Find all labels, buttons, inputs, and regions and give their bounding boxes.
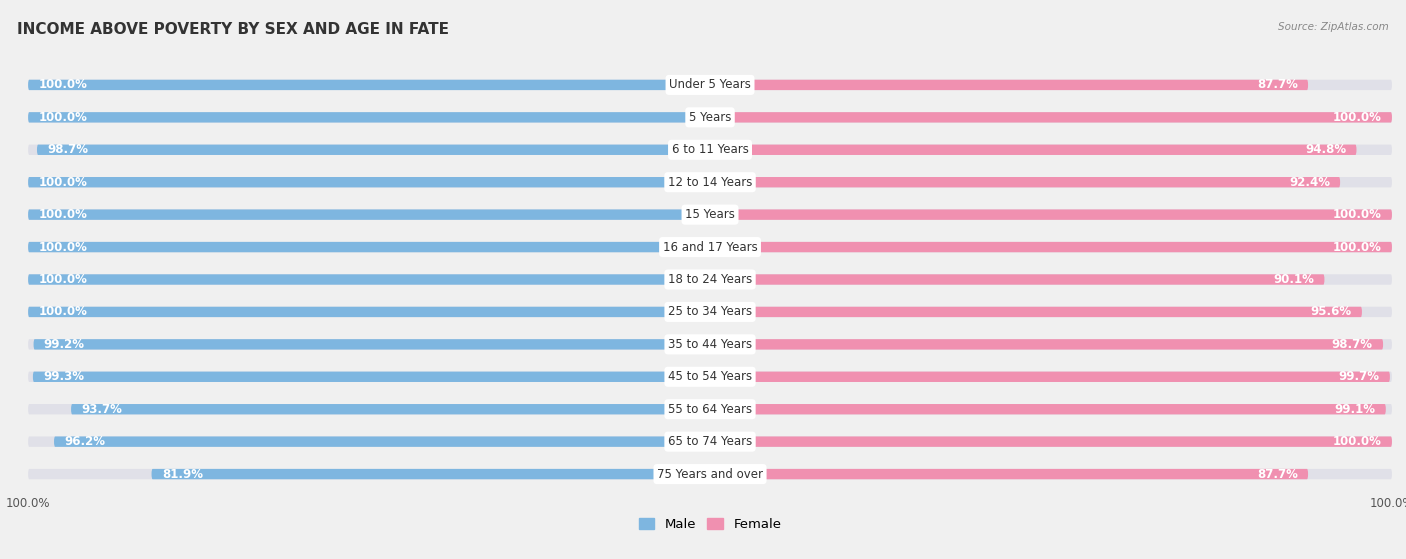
Text: 12 to 14 Years: 12 to 14 Years <box>668 176 752 189</box>
FancyBboxPatch shape <box>28 80 710 90</box>
Text: 100.0%: 100.0% <box>1333 240 1382 254</box>
FancyBboxPatch shape <box>72 404 710 414</box>
FancyBboxPatch shape <box>710 469 1308 479</box>
Legend: Male, Female: Male, Female <box>633 513 787 536</box>
Text: 100.0%: 100.0% <box>38 208 87 221</box>
FancyBboxPatch shape <box>28 437 1392 447</box>
FancyBboxPatch shape <box>710 372 1391 382</box>
Text: 100.0%: 100.0% <box>38 176 87 189</box>
FancyBboxPatch shape <box>28 372 1392 382</box>
FancyBboxPatch shape <box>710 177 1340 187</box>
Text: 15 Years: 15 Years <box>685 208 735 221</box>
Text: INCOME ABOVE POVERTY BY SEX AND AGE IN FATE: INCOME ABOVE POVERTY BY SEX AND AGE IN F… <box>17 22 449 37</box>
FancyBboxPatch shape <box>28 112 1392 122</box>
Text: 100.0%: 100.0% <box>1333 111 1382 124</box>
Text: 100.0%: 100.0% <box>38 305 87 319</box>
FancyBboxPatch shape <box>710 437 1392 447</box>
Text: 75 Years and over: 75 Years and over <box>657 467 763 481</box>
FancyBboxPatch shape <box>53 437 710 447</box>
FancyBboxPatch shape <box>710 274 1324 285</box>
FancyBboxPatch shape <box>28 145 1392 155</box>
Text: 25 to 34 Years: 25 to 34 Years <box>668 305 752 319</box>
Text: 96.2%: 96.2% <box>65 435 105 448</box>
FancyBboxPatch shape <box>28 112 710 122</box>
FancyBboxPatch shape <box>28 242 1392 252</box>
FancyBboxPatch shape <box>152 469 710 479</box>
FancyBboxPatch shape <box>28 307 710 317</box>
FancyBboxPatch shape <box>28 210 710 220</box>
Text: 6 to 11 Years: 6 to 11 Years <box>672 143 748 157</box>
Text: 55 to 64 Years: 55 to 64 Years <box>668 402 752 416</box>
Text: 99.3%: 99.3% <box>44 370 84 383</box>
FancyBboxPatch shape <box>28 469 1392 479</box>
Text: 98.7%: 98.7% <box>1331 338 1372 351</box>
Text: Under 5 Years: Under 5 Years <box>669 78 751 92</box>
Text: 99.7%: 99.7% <box>1339 370 1379 383</box>
FancyBboxPatch shape <box>28 80 1392 90</box>
FancyBboxPatch shape <box>37 145 710 155</box>
FancyBboxPatch shape <box>710 307 1362 317</box>
Text: 98.7%: 98.7% <box>48 143 89 157</box>
FancyBboxPatch shape <box>32 372 710 382</box>
Text: 100.0%: 100.0% <box>38 111 87 124</box>
FancyBboxPatch shape <box>710 339 1384 349</box>
FancyBboxPatch shape <box>710 112 1392 122</box>
Text: 35 to 44 Years: 35 to 44 Years <box>668 338 752 351</box>
FancyBboxPatch shape <box>28 274 1392 285</box>
FancyBboxPatch shape <box>28 210 1392 220</box>
Text: 5 Years: 5 Years <box>689 111 731 124</box>
FancyBboxPatch shape <box>28 242 710 252</box>
Text: Source: ZipAtlas.com: Source: ZipAtlas.com <box>1278 22 1389 32</box>
Text: 65 to 74 Years: 65 to 74 Years <box>668 435 752 448</box>
Text: 100.0%: 100.0% <box>38 240 87 254</box>
FancyBboxPatch shape <box>28 274 710 285</box>
Text: 87.7%: 87.7% <box>1257 467 1298 481</box>
Text: 90.1%: 90.1% <box>1274 273 1315 286</box>
Text: 100.0%: 100.0% <box>1333 435 1382 448</box>
Text: 16 and 17 Years: 16 and 17 Years <box>662 240 758 254</box>
Text: 92.4%: 92.4% <box>1289 176 1330 189</box>
FancyBboxPatch shape <box>710 404 1386 414</box>
FancyBboxPatch shape <box>710 80 1308 90</box>
Text: 100.0%: 100.0% <box>38 273 87 286</box>
Text: 45 to 54 Years: 45 to 54 Years <box>668 370 752 383</box>
FancyBboxPatch shape <box>710 210 1392 220</box>
Text: 99.2%: 99.2% <box>44 338 84 351</box>
FancyBboxPatch shape <box>28 307 1392 317</box>
FancyBboxPatch shape <box>710 145 1357 155</box>
Text: 100.0%: 100.0% <box>38 78 87 92</box>
FancyBboxPatch shape <box>28 339 1392 349</box>
Text: 81.9%: 81.9% <box>162 467 202 481</box>
Text: 99.1%: 99.1% <box>1334 402 1375 416</box>
Text: 94.8%: 94.8% <box>1305 143 1347 157</box>
Text: 93.7%: 93.7% <box>82 402 122 416</box>
Text: 18 to 24 Years: 18 to 24 Years <box>668 273 752 286</box>
FancyBboxPatch shape <box>28 404 1392 414</box>
Text: 100.0%: 100.0% <box>1333 208 1382 221</box>
FancyBboxPatch shape <box>710 242 1392 252</box>
FancyBboxPatch shape <box>28 177 1392 187</box>
Text: 95.6%: 95.6% <box>1310 305 1351 319</box>
FancyBboxPatch shape <box>28 177 710 187</box>
Text: 87.7%: 87.7% <box>1257 78 1298 92</box>
FancyBboxPatch shape <box>34 339 710 349</box>
